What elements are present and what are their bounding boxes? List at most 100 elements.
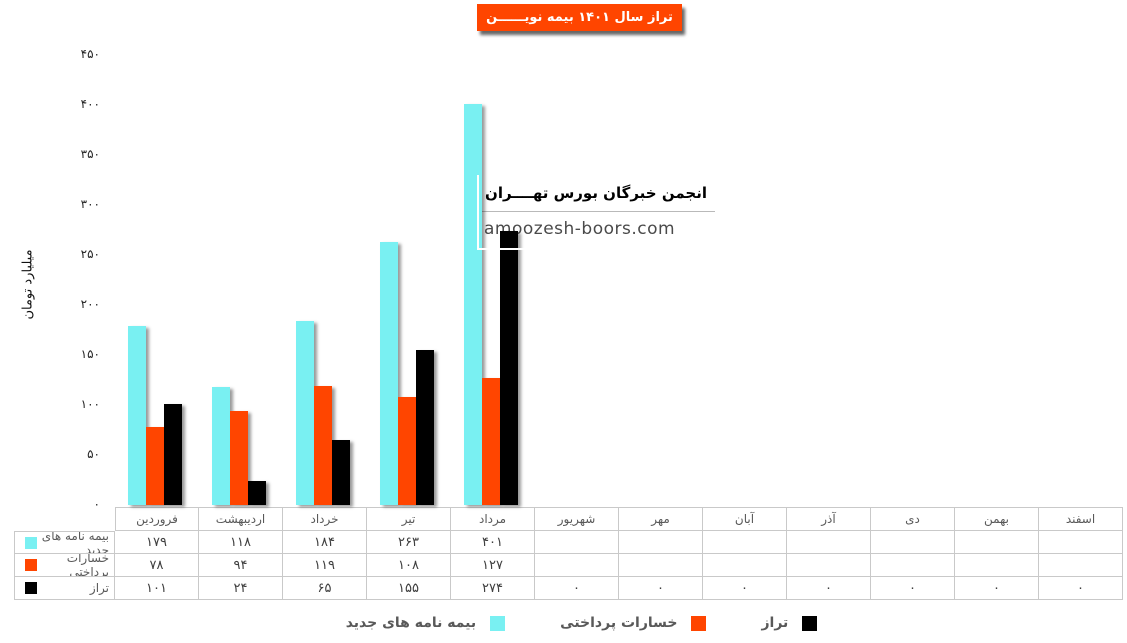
table-value-cell: ۰: [871, 577, 955, 600]
month-header: اردیبهشت: [199, 507, 283, 531]
bar-new-policies: [212, 387, 230, 505]
legend-item: تراز: [761, 615, 818, 631]
table-value-cell: ۰: [535, 577, 619, 600]
table-value-cell: [871, 554, 955, 577]
legend-swatch-icon: [490, 615, 506, 631]
table-value-cell: ۲۴: [199, 577, 283, 600]
month-header: آذر: [787, 507, 871, 531]
y-axis-tick: ۱۰۰: [80, 397, 100, 411]
table-row-label: بیمه نامه های جدید: [41, 531, 109, 554]
table-value-cell: [1039, 554, 1123, 577]
y-axis-tick: ۳۰۰: [80, 197, 100, 211]
month-header: مرداد: [451, 507, 535, 531]
table-value-cell: [787, 531, 871, 554]
table-value-cell: ۶۵: [283, 577, 367, 600]
y-axis-label: میلیارد تومان: [20, 249, 36, 320]
y-axis-tick: ۳۵۰: [80, 147, 100, 161]
table-value-cell: ۹۴: [199, 554, 283, 577]
table-row-label: تراز: [89, 581, 109, 595]
table-value-cell: ۱۰۱: [115, 577, 199, 600]
table-value-cell: [535, 554, 619, 577]
bar-new-policies: [380, 242, 398, 505]
table-value-cell: [619, 554, 703, 577]
bar-paid-claims: [230, 411, 248, 505]
table-value-cell: ۱۲۷: [451, 554, 535, 577]
data-table: فروردین اردیبهشت خرداد تیر مرداد شهریور مهر آبا…: [14, 507, 1123, 600]
table-row-header: خسارات پرداختی: [14, 554, 115, 577]
month-header: خرداد: [283, 507, 367, 531]
table-value-cell: ۴۰۱: [451, 531, 535, 554]
table-value-cell: ۲۷۴: [451, 577, 535, 600]
table-value-cell: [1039, 531, 1123, 554]
legend-label: تراز: [761, 615, 789, 631]
table-value-cell: ۰: [619, 577, 703, 600]
table-value-cell: ۰: [703, 577, 787, 600]
table-value-cell: ۲۶۳: [367, 531, 451, 554]
bar-new-policies: [296, 321, 314, 505]
table-value-cell: ۱۱۹: [283, 554, 367, 577]
table-corner-cell: [14, 507, 115, 531]
table-value-cell: [535, 531, 619, 554]
table-value-cell: [955, 554, 1039, 577]
y-axis-tick: ۱۵۰: [80, 347, 100, 361]
table-value-cell: [703, 554, 787, 577]
bar-new-policies: [464, 104, 482, 505]
bar-balance: [248, 481, 266, 505]
legend-item: بیمه نامه های جدید: [345, 615, 506, 631]
y-axis-tick: ۲۵۰: [80, 247, 100, 261]
legend-label: بیمه نامه های جدید: [345, 615, 477, 631]
month-header: بهمن: [955, 507, 1039, 531]
month-header: مهر: [619, 507, 703, 531]
month-header: آبان: [703, 507, 787, 531]
bar-balance: [500, 231, 518, 505]
table-value-cell: ۱۷۹: [115, 531, 199, 554]
bar-paid-claims: [314, 386, 332, 505]
table-value-cell: ۰: [955, 577, 1039, 600]
bar-paid-claims: [398, 397, 416, 505]
watermark: انجمن خبرگان بورس تهــــران amoozesh-boo…: [477, 175, 715, 248]
table-value-cell: ۱۵۵: [367, 577, 451, 600]
month-header: شهریور: [535, 507, 619, 531]
bar-balance: [416, 350, 434, 505]
y-axis-tick: ۲۰۰: [80, 297, 100, 311]
watermark-title: انجمن خبرگان بورس تهــــران: [477, 175, 715, 212]
y-axis-tick: ۴۰۰: [80, 97, 100, 111]
month-header: دی: [871, 507, 955, 531]
table-value-cell: [619, 531, 703, 554]
table-value-cell: [703, 531, 787, 554]
y-axis-tick: ۴۵۰: [80, 47, 100, 61]
table-value-cell: ۰: [787, 577, 871, 600]
month-header: فروردین: [115, 507, 199, 531]
table-value-cell: ۰: [1039, 577, 1123, 600]
legend-item: خسارات پرداختی: [560, 615, 707, 631]
series-swatch-icon: [25, 559, 37, 571]
bar-balance: [332, 440, 350, 505]
table-row-header: تراز: [14, 577, 115, 600]
legend: بیمه نامه های جدید خسارات پرداختی تراز: [18, 606, 1127, 640]
legend-swatch-icon: [691, 615, 707, 631]
table-value-cell: [955, 531, 1039, 554]
table-row-header: بیمه نامه های جدید: [14, 531, 115, 554]
series-swatch-icon: [25, 582, 37, 594]
bar-paid-claims: [482, 378, 500, 505]
table-value-cell: [871, 531, 955, 554]
series-swatch-icon: [25, 536, 37, 549]
month-header: تیر: [367, 507, 451, 531]
y-axis-tick: ۰: [93, 497, 100, 511]
legend-label: خسارات پرداختی: [560, 615, 678, 631]
y-axis-tick: ۵۰: [87, 447, 100, 461]
table-value-cell: ۱۰۸: [367, 554, 451, 577]
chart-title: تراز سال ۱۴۰۱ بیمه نویــــــن: [477, 4, 682, 31]
table-row-label: خسارات پرداختی: [66, 554, 109, 577]
month-header: اسفند: [1039, 507, 1123, 531]
bar-balance: [164, 404, 182, 505]
watermark-url: amoozesh-boors.com: [484, 219, 676, 239]
table-value-cell: [787, 554, 871, 577]
table-value-cell: ۱۱۸: [199, 531, 283, 554]
table-value-cell: ۷۸: [115, 554, 199, 577]
bar-new-policies: [128, 326, 146, 505]
legend-swatch-icon: [802, 615, 818, 631]
bar-paid-claims: [146, 427, 164, 505]
table-value-cell: ۱۸۴: [283, 531, 367, 554]
